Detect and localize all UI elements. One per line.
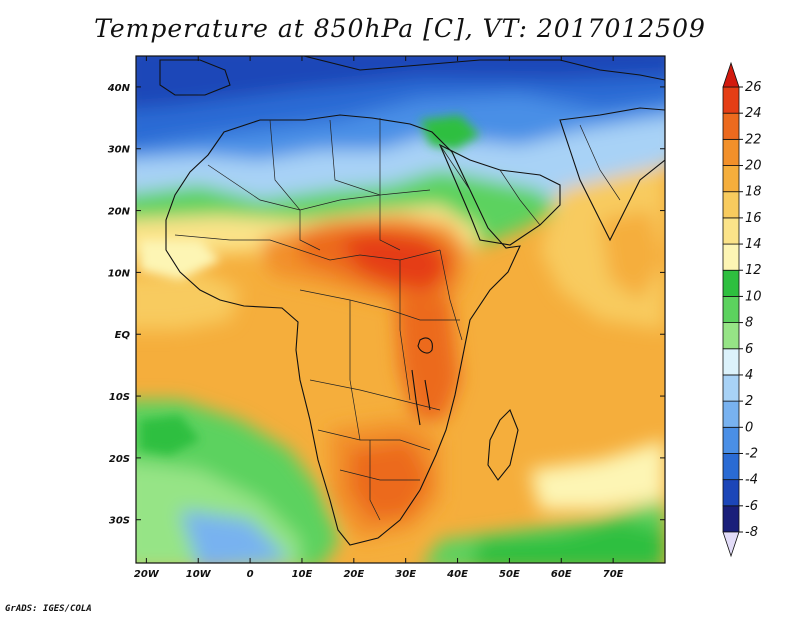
lon-tick-label: 70E: [603, 569, 624, 580]
colorbar-label: 8: [745, 316, 753, 331]
lat-tick-label: 20S: [109, 454, 130, 465]
map-axes: 20W 10W 0 10E 20E 30E 40E 50E 60E 70E 40N 30N 20N 10N…: [107, 56, 665, 580]
lat-tick-label: 40N: [107, 83, 131, 94]
lon-tick-label: 10W: [186, 569, 212, 580]
map-frame: [135, 55, 666, 564]
colorbar-segment: [722, 217, 740, 245]
lon-tick-label: 20E: [343, 569, 364, 580]
colorbar-segment: [722, 243, 740, 271]
colorbar-segment: [722, 426, 740, 454]
lat-tick-label: 10S: [109, 392, 130, 403]
lon-tick-label: 0: [247, 569, 254, 580]
colorbar-label: 16: [745, 211, 762, 226]
colorbar-label: 6: [745, 342, 753, 357]
footer-credit: GrADS: IGES/COLA: [5, 604, 92, 614]
map-title: Temperature at 850hPa [C], VT: 201701250…: [94, 14, 706, 43]
colorbar-segment: [722, 322, 740, 350]
colorbar-segment: [722, 374, 740, 402]
colorbar-label: 4: [745, 368, 753, 383]
colorbar-label: 14: [745, 237, 762, 252]
colorbar-label: 12: [745, 263, 762, 278]
colorbar-label: 22: [745, 132, 762, 147]
temperature-field: [136, 56, 665, 563]
colorbar-label: 10: [745, 289, 762, 304]
colorbar-label: 18: [745, 185, 762, 200]
colorbar-segment: [722, 348, 740, 376]
colorbar-segment: [722, 296, 740, 323]
colorbar-segment: [722, 138, 740, 166]
colorbar-label: 2: [745, 394, 753, 409]
colorbar-label: -6: [745, 499, 758, 514]
colorbar-segment: [722, 505, 740, 533]
lon-tick-label: 30E: [395, 569, 416, 580]
coastlines: [159, 56, 665, 546]
colorbar-under-triangle: [722, 531, 740, 558]
colorbar-segment: [722, 479, 740, 507]
colorbar-label: 20: [745, 159, 762, 174]
lat-tick-label: 10N: [108, 268, 131, 279]
colorbar-label: 24: [745, 106, 762, 121]
colorbar-over-triangle: [722, 61, 740, 88]
colorbar-segment: [722, 400, 740, 428]
lon-tick-label: 50E: [499, 569, 520, 580]
colorbar-segment: [722, 112, 740, 140]
colorbar-segment: [722, 165, 740, 193]
colorbar-label: -8: [745, 525, 758, 540]
colorbar-label: 0: [745, 420, 753, 435]
colorbar-segment: [722, 453, 740, 481]
country-borders: [174, 118, 621, 521]
lat-tick-label: 20N: [108, 207, 131, 218]
lat-tick-label: EQ: [115, 330, 131, 341]
colorbar-label: -2: [745, 446, 758, 461]
colorbar-label: -4: [745, 473, 758, 488]
colorbar-label: 26: [745, 80, 762, 95]
lat-tick-label: 30N: [108, 145, 131, 156]
colorbar-segment: [722, 191, 740, 219]
lon-tick-label: 10E: [292, 569, 313, 580]
lon-tick-label: 20W: [134, 569, 160, 580]
colorbar-segment: [722, 86, 740, 114]
lon-tick-label: 60E: [551, 569, 572, 580]
lat-tick-label: 30S: [109, 516, 130, 527]
colorbar-segment: [722, 269, 740, 297]
lon-tick-label: 40E: [446, 569, 468, 580]
